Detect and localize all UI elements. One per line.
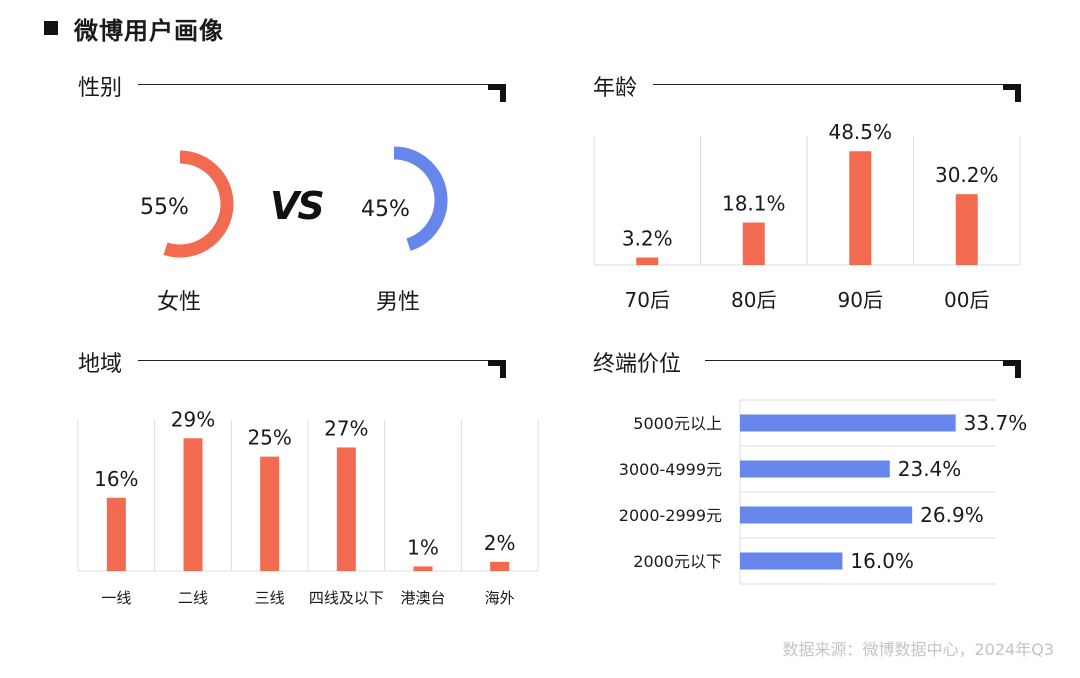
male-percent-label: 45%: [361, 197, 410, 222]
gender-section-line: [138, 84, 502, 85]
bar-4: [955, 194, 978, 265]
y-tick-label: 2000-2999元: [619, 506, 722, 525]
gender-chart: [163, 146, 448, 258]
hbar-2: [740, 460, 890, 478]
page-title: 微博用户画像: [44, 10, 224, 46]
age-chart: 3.2% 70后 18.1% 80后 48.5% 90后 30.2% 00后: [593, 120, 1021, 312]
x-tick-label: 海外: [485, 589, 515, 607]
data-label: 18.1%: [722, 192, 786, 216]
data-label: 3.2%: [622, 226, 673, 250]
data-label: 2%: [484, 531, 516, 555]
x-tick-label: 80后: [731, 288, 776, 312]
age-section-corner: [1003, 84, 1021, 102]
hbar-1: [740, 414, 956, 432]
data-label: 33.7%: [964, 411, 1028, 435]
device-section-corner: [1003, 360, 1021, 378]
gender-section-title: 性别: [78, 76, 123, 101]
x-tick-label: 一线: [101, 589, 131, 607]
bar-2: [742, 222, 765, 265]
device-section-title: 终端价位: [593, 352, 682, 377]
bar-3: [849, 151, 872, 265]
x-tick-label: 90后: [838, 288, 883, 312]
device-section-line: [705, 360, 1017, 361]
ring-arc-male: [393, 146, 448, 251]
gender-section-corner: [488, 84, 506, 102]
ring-arc-female: [163, 150, 234, 258]
x-tick-label: 00后: [944, 288, 989, 312]
x-tick-label: 港澳台: [400, 589, 445, 607]
data-label: 27%: [324, 416, 368, 440]
page-title-text: 微博用户画像: [74, 16, 224, 45]
region-section-corner: [488, 360, 506, 378]
data-source: 数据来源：微博数据中心，2024年Q3: [782, 640, 1055, 659]
female-name-label: 女性: [157, 290, 202, 315]
bar-2: [183, 438, 203, 571]
vs-label: VS: [270, 184, 325, 228]
female-percent-label: 55%: [140, 195, 189, 220]
x-tick-label: 三线: [255, 589, 285, 607]
data-label: 29%: [171, 407, 215, 431]
y-tick-label: 2000元以下: [633, 552, 722, 571]
data-label: 30.2%: [935, 163, 999, 187]
region-chart: 16% 一线 29% 二线 25% 三线 27% 四线及以下 1% 港澳台 2% 海外: [77, 407, 539, 607]
data-label: 25%: [247, 426, 291, 450]
male-name-label: 男性: [376, 290, 421, 315]
data-label: 16.0%: [850, 549, 914, 573]
bar-1: [106, 497, 126, 571]
x-tick-label: 四线及以下: [309, 589, 384, 607]
region-section-line: [138, 360, 502, 361]
x-tick-label: 70后: [625, 288, 670, 312]
bar-6: [490, 561, 510, 571]
data-label: 16%: [94, 467, 138, 491]
data-label: 48.5%: [828, 120, 892, 144]
data-label: 23.4%: [898, 457, 962, 481]
bar-3: [260, 456, 280, 571]
y-tick-label: 3000-4999元: [619, 460, 722, 479]
hbar-3: [740, 506, 913, 524]
age-section-line: [653, 84, 1017, 85]
data-label: 26.9%: [920, 503, 984, 527]
y-tick-label: 5000元以上: [633, 414, 722, 433]
data-label: 1%: [407, 535, 439, 559]
bar-4: [336, 447, 356, 571]
hbar-4: [740, 552, 843, 570]
title-square-icon: [44, 21, 58, 35]
age-section-title: 年龄: [593, 76, 638, 101]
region-section-title: 地域: [78, 352, 123, 377]
bar-5: [413, 566, 433, 571]
device-chart: 33.7% 5000元以上 23.4% 3000-4999元 26.9% 2000-299…: [619, 399, 1028, 585]
bar-1: [636, 257, 659, 265]
x-tick-label: 二线: [178, 589, 208, 607]
